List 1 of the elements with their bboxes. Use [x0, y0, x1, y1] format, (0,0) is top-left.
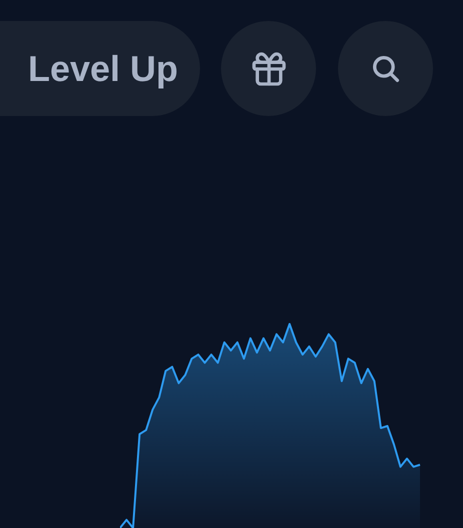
- text: Level Up: [28, 48, 178, 90]
